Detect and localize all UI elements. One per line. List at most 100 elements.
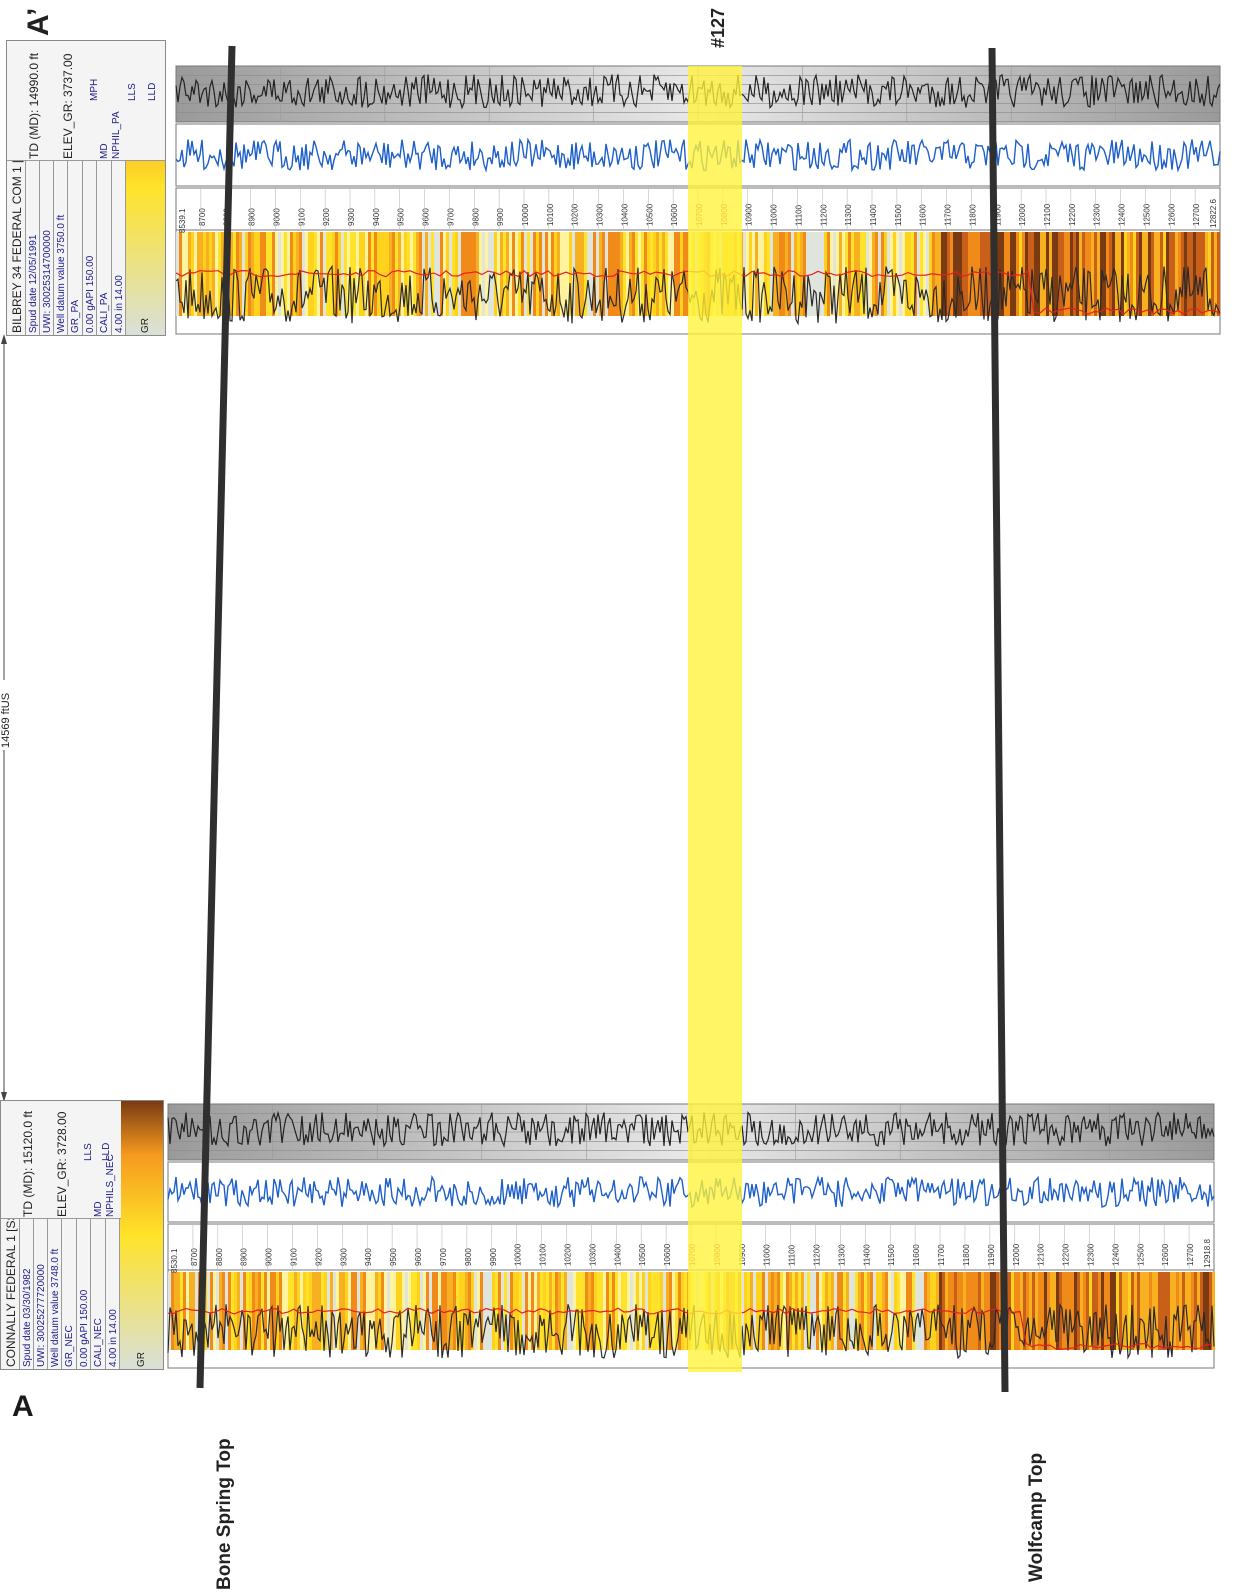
well-a-header: CONNALLY FEDERAL 1 [SSTVD] Spud date 03/…	[0, 1100, 164, 1370]
well-a-depth-label: 9200	[314, 1248, 323, 1266]
well-a-cal-scale: 4.00 in 14.00	[108, 1309, 119, 1367]
well-b-depth-scale: 8539.18700880089009000910092009300940095…	[178, 188, 1218, 233]
well-a-depth-label: 9400	[364, 1248, 373, 1266]
well-b-header: BILBREY 34 FEDERAL COM 1 [SSTVD] Spud da…	[6, 40, 166, 336]
well-b-depth-label: 9700	[446, 208, 455, 226]
well-a-depth-label: 11900	[987, 1244, 996, 1266]
well-a-depth-label: 12000	[1012, 1243, 1021, 1266]
well-a-depth-label: 9600	[414, 1248, 423, 1266]
well-b-depth-label: 9200	[322, 208, 331, 226]
well-a-depth-label: 11800	[962, 1244, 971, 1266]
well-b-depth-label: 10500	[645, 203, 654, 226]
well-b-md-label: MD	[99, 143, 110, 159]
well-b-elev: ELEV_GR: 3737.00	[61, 53, 75, 159]
well-a-md-label: MD	[93, 1201, 104, 1217]
well-a-depth-label: 10200	[563, 1243, 572, 1266]
well-a-nphi-label: NPHILS_NEC	[105, 1154, 116, 1217]
well-a-uwi: UWI: 30025277720000	[36, 1264, 47, 1367]
well-a-depth-label: 10400	[613, 1243, 622, 1266]
well-a-lls-label: LLS	[83, 1143, 94, 1161]
well-b-depth-label: 12600	[1167, 203, 1176, 226]
well-b-depth-label: 10000	[521, 203, 530, 226]
well-b-depth-label: 11100	[794, 204, 803, 226]
well-b-depth-label: 12100	[1043, 203, 1052, 226]
well-b-lls-label: LLS	[127, 83, 138, 101]
well-a-depth-label: 12400	[1111, 1243, 1120, 1266]
well-b-spud-date: Spud date 12/05/1991	[28, 234, 39, 333]
well-a-depth-label: 9700	[439, 1248, 448, 1266]
well-b-depth-top: 8539.1	[178, 208, 187, 233]
well-b-depth-label: 9100	[297, 208, 306, 226]
well-a-elev: ELEV_GR: 3728.00	[55, 1111, 69, 1217]
well-a-depth-label: 9800	[464, 1248, 473, 1266]
well-b-nphi-label: NPHIL_PA	[111, 111, 122, 159]
well-a-depth-top: 8530.1	[170, 1248, 179, 1273]
well-b-depth-label: 11300	[844, 204, 853, 226]
wolfcamp-top-line	[988, 47, 1009, 1393]
well-b-depth-label: 10100	[546, 203, 555, 226]
well-a-depth-label: 10100	[539, 1243, 548, 1266]
well-a-depth-label: 11300	[837, 1244, 846, 1266]
well-b-uwi: UWI: 30025314700000	[42, 230, 53, 333]
well-a-depth-label: 9100	[290, 1248, 299, 1266]
well-b-depth-label: 9600	[422, 208, 431, 226]
highlight-band-127	[688, 66, 742, 1372]
well-a-depth-label: 10600	[663, 1243, 672, 1266]
well-a-depth-scale: 8530.1 8700 8800 8900 9000 9100 9200 9300 9400 95…	[170, 1224, 1212, 1273]
well-b-depth-label: 10300	[596, 203, 605, 226]
well-b-depth-label: 10400	[620, 203, 629, 226]
well-a-depth-label: 11500	[887, 1244, 896, 1266]
well-a-depth-label: 9300	[339, 1248, 348, 1266]
well-b-mph-label: MPH	[89, 78, 100, 101]
distance-arrow-up-icon	[1, 334, 7, 344]
well-a-depth-label: 8700	[190, 1248, 199, 1266]
well-a-depth-label: 10000	[514, 1243, 523, 1266]
well-a-depth-label: 11400	[862, 1244, 871, 1266]
well-a-depth-label: 12300	[1086, 1243, 1095, 1266]
well-b-datum: Well datum value 3750.0 ft	[56, 214, 67, 333]
well-b-depth-bottom: 12822.6	[1209, 199, 1218, 228]
well-a-gr-curve-name: GR_NEC	[64, 1325, 75, 1367]
well-a-depth-label: 12700	[1186, 1243, 1195, 1266]
well-a-depth-label: 11200	[813, 1244, 822, 1266]
well-a-depth-label: 10900	[738, 1243, 747, 1266]
well-b-depth-label: 11500	[894, 204, 903, 226]
well-b-depth-label: 10200	[571, 203, 580, 226]
well-b-depth-label: 12400	[1118, 203, 1127, 226]
well-b-depth-label: 12700	[1192, 203, 1201, 226]
well-b-depth-label: 9900	[496, 208, 505, 226]
well-b-depth-label: 11900	[993, 204, 1002, 226]
well-b-depth-label: 8700	[198, 208, 207, 226]
well-a-depth-label: 12100	[1037, 1243, 1046, 1266]
well-a-depth-label: 8900	[240, 1248, 249, 1266]
bone-spring-top-line	[196, 45, 236, 1389]
distance-arrow-down-icon	[1, 1092, 7, 1102]
well-a-depth-label: 11100	[788, 1244, 797, 1266]
well-b-cal-scale: 4.00 in 14.00	[114, 275, 125, 333]
well-a-depth-label: 10500	[638, 1243, 647, 1266]
well-a-depth-label: 9900	[489, 1248, 498, 1266]
section-end-label: A’	[22, 7, 55, 36]
section-start-label: A	[12, 1390, 34, 1423]
well-a-depth-label: 8800	[215, 1248, 224, 1266]
distance-label: 14569 ftUS	[0, 692, 12, 748]
well-a-depth-label: 11600	[912, 1244, 921, 1266]
well-b-depth-label: 11200	[819, 204, 828, 226]
well-a-depth-label: 11000	[763, 1244, 772, 1266]
well-a-depth-label: 9000	[265, 1248, 274, 1266]
well-b-cal-curve-name: CALI_PA	[99, 292, 110, 333]
well-a-depth-label: 12200	[1062, 1243, 1071, 1266]
well-b-depth-label: 12000	[1018, 203, 1027, 226]
well-a-depth-label: 12600	[1161, 1243, 1170, 1266]
well-a-datum: Well datum value 3748.0 ft	[50, 1248, 61, 1367]
well-b-depth-label: 9800	[471, 208, 480, 226]
well-a-cal-curve-name: CALI_NEC	[93, 1318, 104, 1367]
well-b-td: TD (MD): 14990.0 ft	[27, 52, 41, 159]
well-b-depth-label: 11600	[919, 204, 928, 226]
well-a-depth-label: 11700	[937, 1244, 946, 1266]
well-b-depth-label: 9500	[397, 208, 406, 226]
well-b-depth-label: 12300	[1093, 203, 1102, 226]
well-a-depth-label: 9500	[389, 1248, 398, 1266]
well-a-depth-bottom: 12918.8	[1203, 1239, 1212, 1268]
